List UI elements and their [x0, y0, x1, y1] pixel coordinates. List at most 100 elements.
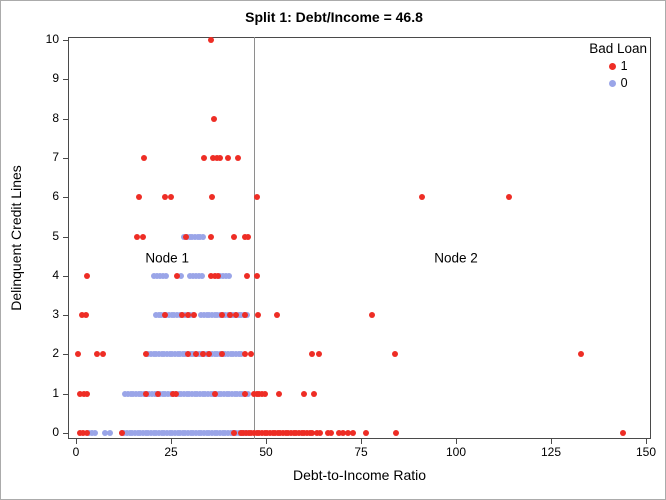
scatter-point-bad-loan-0 — [199, 272, 206, 279]
y-tick-label: 7 — [52, 149, 59, 164]
x-tick-label: 150 — [635, 445, 657, 459]
y-tick-mark — [63, 354, 68, 356]
scatter-point-bad-loan-1 — [161, 194, 168, 201]
scatter-point-bad-loan-1 — [208, 194, 215, 201]
legend: Bad Loan 1 0 — [589, 41, 647, 92]
x-tick-label: 25 — [164, 445, 178, 459]
y-tick-mark — [63, 315, 68, 317]
scatter-point-bad-loan-0 — [199, 233, 206, 240]
scatter-point-bad-loan-1 — [154, 390, 161, 397]
scatter-point-bad-loan-1 — [219, 351, 226, 358]
scatter-point-bad-loan-1 — [226, 312, 233, 319]
scatter-point-bad-loan-1 — [418, 194, 425, 201]
y-tick-mark — [63, 393, 68, 395]
scatter-point-bad-loan-1 — [392, 351, 399, 358]
scatter-point-bad-loan-1 — [232, 312, 239, 319]
x-tick-mark — [171, 439, 172, 444]
y-tick-mark — [63, 275, 68, 277]
scatter-point-bad-loan-1 — [209, 154, 216, 161]
scatter-point-bad-loan-1 — [316, 351, 323, 358]
scatter-point-bad-loan-1 — [309, 430, 316, 436]
scatter-point-bad-loan-1 — [242, 312, 249, 319]
scatter-point-bad-loan-1 — [133, 233, 140, 240]
scatter-point-bad-loan-1 — [578, 351, 585, 358]
scatter-point-bad-loan-1 — [362, 430, 369, 436]
y-tick-mark — [63, 40, 68, 41]
scatter-point-bad-loan-1 — [244, 272, 250, 279]
scatter-point-bad-loan-1 — [234, 154, 241, 161]
scatter-point-bad-loan-1 — [620, 430, 627, 436]
scatter-point-bad-loan-1 — [211, 390, 218, 397]
scatter-point-bad-loan-1 — [190, 312, 197, 319]
scatter-point-bad-loan-0 — [163, 272, 170, 279]
x-tick-label: 50 — [259, 445, 273, 459]
scatter-point-bad-loan-1 — [328, 430, 334, 436]
scatter-point-bad-loan-1 — [217, 154, 224, 161]
x-tick-mark — [76, 439, 77, 444]
legend-title: Bad Loan — [589, 41, 647, 56]
scatter-point-bad-loan-1 — [210, 115, 217, 122]
scatter-point-bad-loan-1 — [245, 233, 252, 240]
scatter-point-bad-loan-1 — [179, 312, 186, 319]
scatter-point-bad-loan-1 — [276, 390, 283, 397]
legend-item-bad-loan-0: 0 — [608, 75, 628, 92]
scatter-point-bad-loan-1 — [80, 390, 87, 397]
scatter-point-bad-loan-1 — [82, 312, 89, 319]
scatter-point-bad-loan-1 — [255, 312, 262, 319]
x-tick-mark — [646, 439, 647, 444]
scatter-point-bad-loan-1 — [78, 312, 85, 319]
scatter-point-bad-loan-1 — [74, 351, 81, 358]
legend-item-label: 0 — [620, 76, 628, 90]
y-tick-mark — [63, 236, 68, 238]
y-tick-label: 6 — [52, 189, 59, 204]
y-tick-mark — [63, 197, 68, 199]
scatter-point-bad-loan-0 — [222, 272, 229, 279]
scatter-point-bad-loan-1 — [162, 312, 169, 319]
scatter-point-bad-loan-1 — [143, 351, 150, 358]
scatter-point-bad-loan-1 — [340, 430, 347, 436]
scatter-point-bad-loan-1 — [261, 390, 268, 397]
scatter-point-bad-loan-1 — [80, 430, 87, 436]
scatter-point-bad-loan-1 — [345, 430, 352, 436]
x-tick-mark — [266, 439, 267, 444]
plot-area — [68, 37, 651, 439]
scatter-point-bad-loan-1 — [219, 312, 226, 319]
scatter-point-bad-loan-0 — [238, 351, 245, 358]
scatter-point-bad-loan-1 — [274, 312, 281, 319]
scatter-point-bad-loan-1 — [230, 430, 237, 436]
x-axis-title: Debt-to-Income Ratio — [292, 467, 427, 483]
y-tick-label: 8 — [52, 110, 59, 125]
scatter-point-bad-loan-1 — [310, 390, 317, 397]
scatter-point-bad-loan-1 — [393, 430, 399, 436]
scatter-point-bad-loan-0 — [160, 272, 166, 279]
y-tick-label: 5 — [52, 228, 59, 243]
y-tick-label: 1 — [52, 385, 59, 400]
scatter-point-bad-loan-1 — [308, 351, 315, 358]
scatter-point-bad-loan-0 — [92, 430, 99, 436]
scatter-point-bad-loan-1 — [301, 390, 307, 397]
scatter-point-bad-loan-1 — [242, 351, 249, 358]
y-tick-mark — [63, 79, 68, 81]
scatter-point-bad-loan-1 — [84, 272, 91, 279]
y-tick-label: 3 — [52, 307, 59, 322]
y-tick-mark — [63, 433, 68, 434]
split-reference-line — [253, 37, 255, 439]
scatter-point-bad-loan-1 — [506, 194, 513, 201]
scatter-point-bad-loan-1 — [230, 233, 237, 240]
x-tick-label: 100 — [445, 445, 467, 459]
scatter-point-bad-loan-1 — [207, 233, 214, 240]
scatter-point-bad-loan-1 — [99, 351, 106, 358]
scatter-point-bad-loan-1 — [225, 154, 231, 161]
scatter-point-bad-loan-1 — [172, 390, 179, 397]
scatter-point-bad-loan-1 — [185, 312, 192, 319]
x-tick-mark — [361, 439, 362, 444]
y-tick-label: 4 — [52, 267, 59, 282]
y-axis-title: Delinquent Credit Lines — [8, 165, 24, 311]
legend-marker-icon — [608, 63, 616, 70]
scatter-point-bad-loan-1 — [135, 194, 142, 201]
scatter-point-bad-loan-1 — [206, 351, 212, 358]
scatter-point-bad-loan-1 — [76, 430, 83, 436]
scatter-point-bad-loan-1 — [93, 351, 100, 358]
scatter-point-bad-loan-1 — [247, 351, 254, 358]
